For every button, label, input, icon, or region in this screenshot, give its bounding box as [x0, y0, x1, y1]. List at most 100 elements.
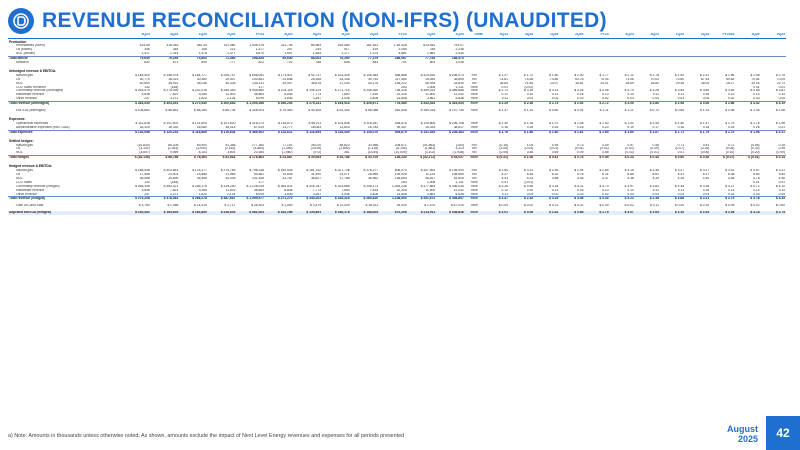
amount-cell: $ 378,362	[150, 196, 180, 202]
amount-cell: $ 489,502	[236, 129, 265, 135]
amount-cell: $ 328,003	[249, 109, 264, 113]
per-unit-cell: $ 2.08	[750, 73, 760, 77]
amount-cell: $ 53,786	[322, 155, 351, 161]
amount-cell: (1,359)	[282, 147, 293, 151]
amount-cell: $ 195,093	[449, 169, 464, 173]
amount-cell: 1,314	[170, 52, 179, 56]
per-unit-cell: (0.20)	[750, 151, 760, 155]
amount-cell: (148)	[170, 180, 179, 184]
table-row: Gain on Land Sale $ 3,764 $ 1,368 $ 14,319 $…	[8, 204, 786, 208]
amount-cell: 2,238	[455, 48, 464, 52]
section-label: Unhedged revenue & EBITDA:	[9, 68, 57, 73]
amount-cell: 785	[429, 48, 436, 52]
per-unit-cell: $ 0.21	[549, 204, 559, 208]
per-unit-cell: $ 3.14	[549, 89, 559, 93]
amount-cell: 67,619	[253, 125, 264, 129]
amount-cell: (2,899)	[339, 147, 350, 151]
amount-cell: $ 798,338	[249, 169, 264, 173]
per-unit-cell	[534, 56, 560, 62]
amount-cell: 139,028	[394, 172, 407, 176]
amount-cell: $ 135,070	[350, 129, 380, 135]
per-unit-cell: 6.31	[602, 172, 609, 176]
table-row: Total revenue (unhedged) $ 283,539 $ 304,3…	[8, 101, 786, 107]
per-unit-cell: 0.02	[602, 97, 609, 101]
amount-cell: $ 945,880	[249, 89, 264, 93]
per-unit-cell: 70.03	[650, 77, 659, 81]
per-unit-cell: $ 3.79	[624, 89, 634, 93]
amount-cell: (10,830)	[137, 143, 150, 147]
row-label: NGL	[16, 81, 23, 85]
per-unit-cell: $ 2.75	[775, 73, 785, 77]
amount-cell: 38,663	[253, 188, 264, 192]
page-number: 42	[766, 416, 800, 450]
per-unit-cell: 0.16	[702, 188, 710, 192]
amount-cell: 415	[372, 48, 379, 52]
amount-cell: 9,265	[198, 93, 207, 97]
per-unit-cell: $ 3.38	[700, 184, 710, 188]
per-unit-cell: $ 2.12	[624, 73, 634, 77]
table-row: Total expenses $ 130,946 $ 120,233 $ 118,68…	[8, 129, 786, 135]
unit-cell: mcfe	[470, 184, 478, 188]
amount-cell: 36,878	[310, 81, 322, 85]
amount-cell: $ 335,218	[322, 196, 351, 202]
amount-cell: $ 448,897	[436, 196, 465, 202]
amount-cell: (3,191)	[139, 147, 150, 151]
amount-cell: (4,884)	[253, 147, 264, 151]
amount-cell: $ 150,452	[122, 211, 151, 216]
per-unit-cell: 0.73	[577, 143, 584, 147]
amount-cell: 11,120	[425, 172, 436, 176]
amount-cell: $ 173,511	[278, 73, 293, 77]
per-unit-cell: $ 1.96	[725, 73, 735, 77]
amount-cell: 23,588	[196, 172, 207, 176]
amount-cell: $ 3,764	[138, 204, 150, 208]
row-label: CO2 Sales Revenue	[16, 85, 47, 89]
amount-cell: 11,603	[339, 125, 350, 129]
amount-cell: $ 436,035	[449, 184, 464, 188]
section-header-row: Settled hedges:	[8, 138, 786, 144]
amount-cell: (148)	[170, 85, 179, 89]
amount-cell: $ 356,204	[264, 101, 294, 107]
per-unit-cell: 0.10	[627, 188, 634, 192]
amount-cell: $ 98,211	[308, 121, 322, 125]
per-unit-cell: (0.15)	[700, 147, 710, 151]
per-unit-cell: 4.38	[627, 176, 634, 180]
amount-cell: 804	[429, 61, 436, 65]
table-row: Total revenue (hedged) $ 275,208 $ 378,362…	[8, 196, 786, 202]
per-unit-cell: 0.03	[526, 192, 534, 196]
amount-cell: 2,534	[455, 52, 464, 56]
per-unit-cell: 0.03	[753, 97, 760, 101]
amount-cell: $ (42,272)	[407, 155, 437, 161]
per-unit-cell: $ 3.27	[700, 169, 710, 173]
amount-cell: 7,773	[312, 93, 322, 97]
amount-cell: $ 33,705	[350, 155, 380, 161]
per-unit-cell: $ 0.36	[685, 155, 711, 161]
per-unit-cell: 70.60	[675, 77, 685, 81]
per-unit-cell: 6.23	[677, 172, 685, 176]
amount-cell: $ 1,059,577	[236, 196, 265, 202]
amount-cell: $ 116,494	[293, 129, 323, 135]
per-unit-cell: 4.78	[753, 176, 760, 180]
amount-cell: $ 303,843	[163, 169, 179, 173]
amount-cell: $ 118,872	[278, 121, 293, 125]
row-label: Adjusted EBITDA (hedged)	[8, 211, 123, 216]
footer-year: 2025	[737, 434, 758, 444]
per-unit-cell: $ 1.65	[634, 211, 660, 216]
amount-cell: 481.44	[196, 44, 207, 48]
per-unit-cell: (0.06)	[700, 151, 710, 155]
table-row: EBITDA (unhedged) $ 108,683 $ 86,881 $ 68,1…	[8, 109, 786, 113]
amount-cell: 40,175	[368, 81, 379, 85]
per-unit-cell: 0.26	[753, 125, 760, 129]
per-unit-cell: 4.46	[778, 176, 785, 180]
amount-cell: 1,464	[312, 52, 322, 56]
per-unit-cell: $ 3.67	[750, 169, 760, 173]
per-unit-cell: $ 1.44	[750, 109, 760, 113]
per-unit-cell: 0.02	[727, 97, 735, 101]
amount-cell: 346	[144, 48, 150, 52]
amount-cell: 791.07	[453, 44, 464, 48]
table-row: Administrative expenses (excl. G&A) 18,12…	[8, 126, 786, 130]
per-unit-cell: $ 3.61	[775, 89, 785, 93]
per-unit-cell: $ 2.10	[659, 211, 686, 216]
per-unit-cell: $ 0.10	[700, 204, 710, 208]
amount-cell: $ 176,277	[363, 169, 379, 173]
table-row: Natural gas (10,830) 85,205 83,900 51,368 177…	[8, 144, 786, 148]
